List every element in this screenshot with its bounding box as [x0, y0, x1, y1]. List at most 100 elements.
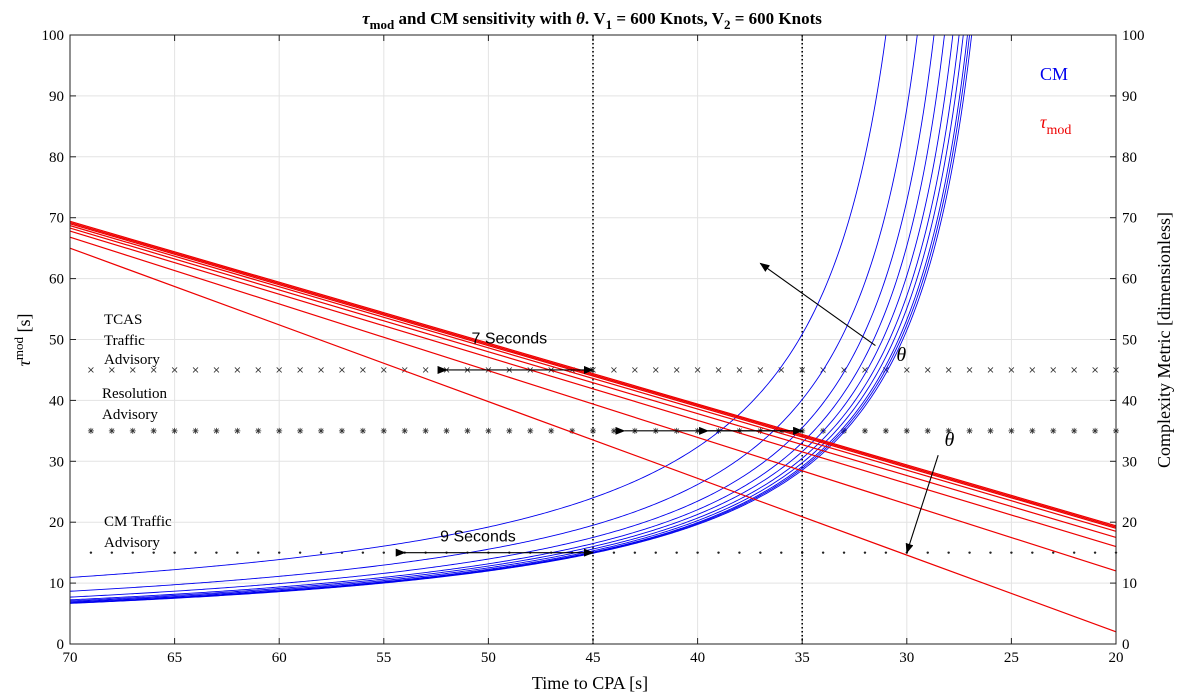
cm-ta-marker — [1052, 551, 1055, 554]
x-tick-label: 60 — [272, 650, 287, 666]
threshold-labels: TCAS Traffic Advisory Resolution Advisory CM … — [102, 312, 172, 551]
cm-ta-marker — [278, 551, 281, 554]
threshold-label-line: Resolution — [102, 386, 168, 402]
tcas-marker — [904, 367, 910, 373]
tcas-marker — [213, 367, 220, 373]
ra-marker — [506, 427, 513, 434]
ra-marker — [569, 427, 576, 434]
tcas-marker — [799, 367, 805, 373]
cm-ta-marker — [319, 551, 323, 554]
x-tick-label: 20 — [1109, 650, 1124, 666]
cm-ta-marker — [926, 551, 929, 554]
tcas-marker — [652, 367, 659, 373]
ra-marker — [841, 427, 848, 434]
y-right-axis-label: Complexity Metric [dimensionless] — [1154, 212, 1174, 468]
ra-marker — [1092, 427, 1099, 434]
cm-ta-marker — [675, 551, 678, 554]
seven-seconds-label: 7 Seconds — [472, 331, 548, 348]
ra-marker — [318, 427, 325, 434]
ra-marker — [861, 427, 868, 434]
tcas-marker — [987, 367, 994, 373]
ra-marker — [610, 427, 617, 434]
y-right-tick-label: 20 — [1122, 515, 1137, 531]
legend-tau: τmod — [1040, 112, 1071, 138]
annotation-arrows — [395, 262, 939, 557]
ra-marker — [359, 427, 366, 434]
ra-marker — [129, 427, 136, 434]
y-left-tick-label: 10 — [49, 576, 64, 592]
ra-marker — [338, 427, 345, 434]
y-right-tick-label: 70 — [1122, 211, 1137, 227]
tcas-marker — [673, 367, 680, 373]
theta-tau-arrow — [905, 455, 939, 554]
cm-ta-marker — [1031, 551, 1034, 554]
tcas-marker — [192, 367, 199, 373]
x-tick-label: 25 — [1004, 650, 1019, 666]
cm-ta-marker — [612, 551, 616, 554]
y-left-tick-label: 0 — [57, 637, 65, 653]
tau-series-group — [69, 220, 1117, 633]
theta-tau-label: θ — [944, 429, 954, 451]
y-right-tick-labels: 0 10 20 30 40 50 60 70 80 90 100 — [1122, 28, 1145, 653]
ra-marker — [422, 427, 429, 434]
threshold-label-line: CM Traffic — [104, 514, 172, 530]
cm-ta-marker — [989, 551, 992, 554]
threshold-label-line: Traffic — [104, 333, 145, 349]
tcas-marker — [966, 367, 973, 373]
threshold-label-line: Advisory — [104, 535, 160, 551]
x-tick-label: 50 — [481, 650, 496, 666]
tcas-marker — [945, 367, 952, 373]
cm-ta-marker — [821, 551, 825, 554]
threshold-label-line: TCAS — [104, 312, 142, 328]
ra-marker — [987, 427, 994, 434]
tcas-marker — [88, 367, 94, 373]
x-tick-label: 45 — [586, 650, 601, 666]
tcas-marker — [611, 367, 617, 373]
ra-marker — [276, 427, 283, 434]
threshold-label-line: Advisory — [102, 407, 158, 423]
cm-series-line — [69, 34, 954, 602]
x-tick-label: 30 — [899, 650, 914, 666]
tcas-marker — [1008, 367, 1015, 373]
cm-series-line — [69, 34, 964, 604]
y-left-tick-label: 60 — [49, 272, 64, 288]
cm-ta-marker — [738, 551, 741, 554]
cm-series-line — [69, 34, 968, 604]
ra-marker — [255, 427, 262, 434]
tcas-marker — [129, 367, 136, 373]
ra-marker — [443, 427, 450, 434]
cm-ta-marker — [1010, 551, 1013, 554]
y-left-tick-label: 50 — [49, 333, 64, 349]
cm-ta-marker — [947, 551, 950, 554]
cm-ta-marker — [236, 551, 239, 554]
ra-marker — [234, 427, 241, 434]
tcas-marker — [297, 367, 303, 373]
tcas-marker — [736, 367, 743, 373]
chart-title: τmod and CM sensitivity with θ. V1 = 600… — [362, 9, 822, 32]
cm-ta-marker — [152, 551, 155, 554]
ra-marker — [1050, 427, 1057, 434]
y-left-tick-label: 70 — [49, 211, 64, 227]
tau-series-line — [69, 230, 1117, 548]
x-tick-label: 40 — [690, 650, 705, 666]
cm-series-line — [69, 34, 918, 592]
tcas-marker — [360, 367, 366, 373]
y-right-tick-label: 90 — [1122, 89, 1137, 105]
cm-ta-marker — [863, 551, 867, 554]
cm-ta-marker — [215, 551, 218, 554]
x-tick-label: 55 — [376, 650, 391, 666]
y-left-tick-label: 90 — [49, 89, 64, 105]
tau-series-line — [69, 236, 1117, 572]
cm-series-line — [69, 34, 973, 604]
ra-marker — [1029, 427, 1036, 434]
cm-ta-marker — [842, 551, 846, 554]
cm-series-line — [69, 34, 960, 603]
x-tick-label: 65 — [167, 650, 182, 666]
tau-series-line — [69, 223, 1117, 529]
ra-marker — [171, 427, 178, 434]
cm-ta-marker — [633, 551, 637, 554]
ra-marker — [87, 427, 94, 434]
tcas-marker — [339, 367, 345, 373]
tcas-marker — [715, 367, 722, 373]
y-left-tick-label: 40 — [49, 393, 64, 409]
